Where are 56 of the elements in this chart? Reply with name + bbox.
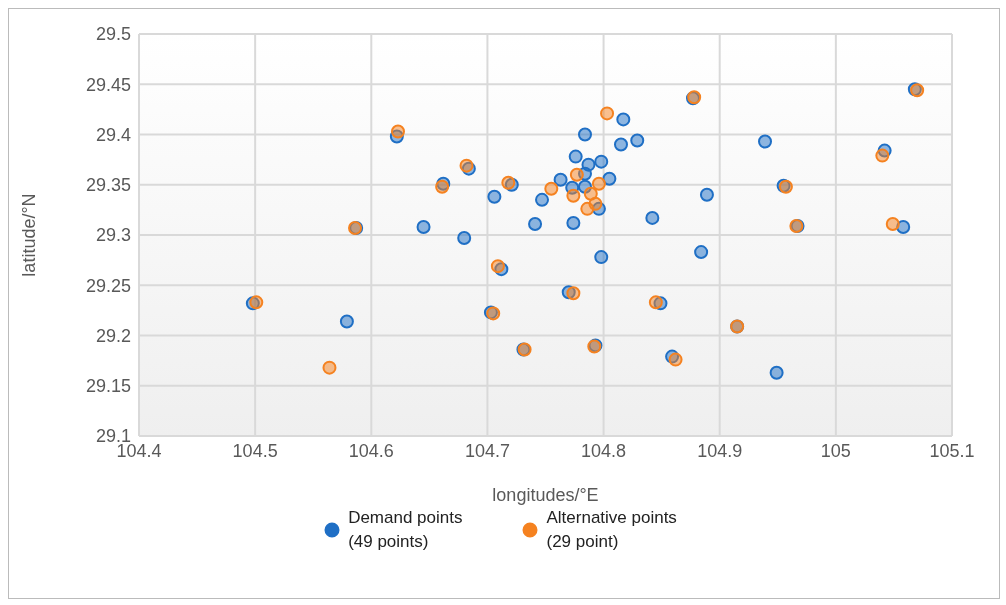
point [875,148,890,163]
point [602,171,617,186]
point [769,365,784,380]
point [569,167,584,182]
point [416,219,431,234]
x-axis-title: longitudes/°E [492,485,599,505]
point [566,286,581,301]
point [699,187,714,202]
x-tick-label: 104.9 [697,440,743,461]
point [616,112,631,127]
point [487,189,502,204]
y-tick-label: 29.4 [95,124,131,145]
legend-label: Alternative points (29 point) [546,507,677,553]
point [535,192,550,207]
point [566,215,581,230]
point [339,314,354,329]
x-tick-label: 104.7 [464,440,510,461]
point [588,196,603,211]
point [613,137,628,152]
y-tick-label: 29.35 [85,175,131,196]
point [581,157,596,172]
point [594,154,609,169]
x-tick-label: 105 [820,440,851,461]
point [391,124,405,139]
point [885,216,900,231]
point [566,188,581,203]
point [648,295,663,310]
y-tick-label: 29.45 [85,74,131,95]
point [528,216,543,231]
point [322,360,337,375]
point [577,127,592,142]
point [553,172,568,187]
point [490,259,505,274]
y-tick-label: 29.3 [95,225,131,246]
x-tick-label: 105.1 [929,440,975,461]
x-tick-label: 104.5 [232,440,278,461]
point [896,219,911,234]
point [594,250,609,265]
point [457,231,472,246]
point [568,149,583,164]
x-tick-label: 104.8 [581,440,627,461]
y-tick-label: 29.2 [95,325,131,346]
point [630,133,645,148]
y-tick-label: 29.5 [95,24,131,45]
point [758,134,773,149]
y-tick-label: 29.15 [85,376,131,397]
point [645,210,660,225]
point [600,106,615,121]
point [544,181,559,196]
point [694,245,709,260]
legend-label: Demand points (49 points) [348,507,463,553]
y-tick-label: 29.25 [85,275,131,296]
x-tick-label: 104.6 [348,440,394,461]
point [591,176,606,191]
point [249,295,264,310]
y-axis-title: latitude/°N [19,193,40,277]
